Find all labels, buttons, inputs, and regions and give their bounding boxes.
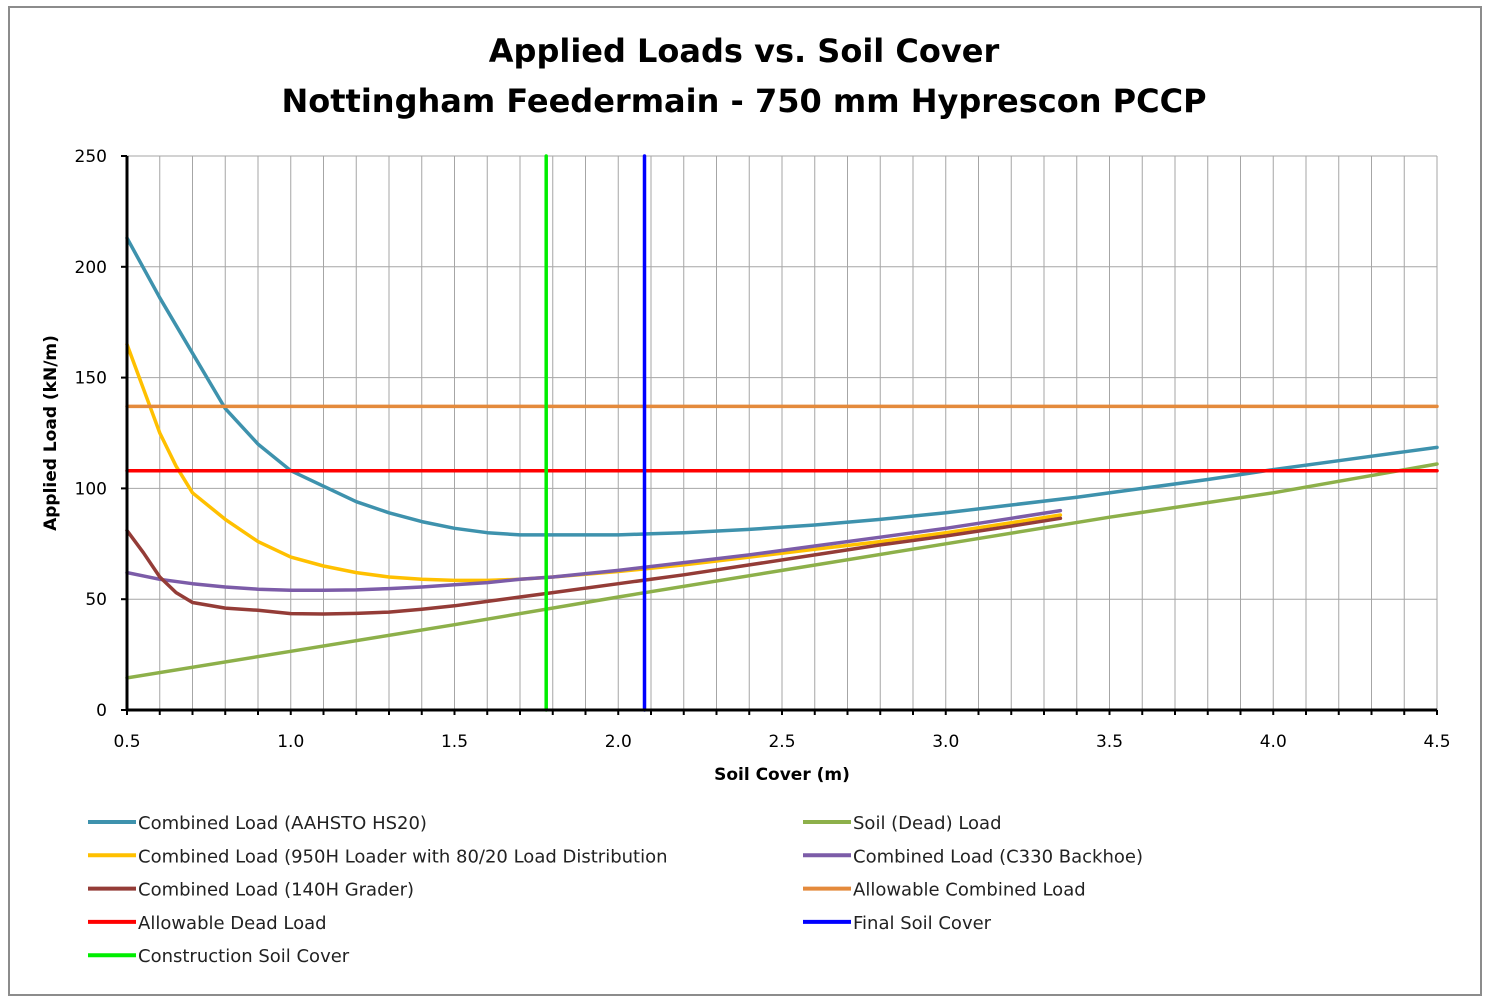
legend-item: Allowable Combined Load	[803, 880, 1086, 901]
x-tick-label: 1.5	[441, 732, 468, 752]
x-tick-label: 3.0	[932, 732, 959, 752]
legend-item: Final Soil Cover	[803, 913, 992, 934]
legend-label: Construction Soil Cover	[138, 946, 350, 967]
x-tick-label: 0.5	[113, 732, 140, 752]
chart-frame	[8, 6, 1482, 996]
series-line-2	[125, 462, 1439, 680]
chart-subtitle: Nottingham Feedermain - 750 mm Hyprescon…	[281, 82, 1206, 120]
legend-item: Combined Load (C330 Backhoe)	[803, 846, 1143, 867]
y-tick-label: 50	[85, 590, 107, 610]
legend-label: Allowable Dead Load	[138, 913, 327, 934]
legend-label: Combined Load (AAHSTO HS20)	[138, 813, 427, 834]
legend-item: Construction Soil Cover	[88, 946, 350, 967]
x-tick-label: 4.0	[1260, 732, 1287, 752]
legend-item: Combined Load (AAHSTO HS20)	[88, 813, 427, 834]
axes	[121, 155, 1438, 715]
legend-label: Allowable Combined Load	[853, 880, 1086, 901]
legend-label: Soil (Dead) Load	[853, 813, 1002, 834]
grid	[126, 155, 1438, 711]
y-tick-label: 0	[96, 701, 107, 721]
series-line-3	[125, 342, 1063, 583]
legend-item: Allowable Dead Load	[88, 913, 327, 934]
x-tick-label: 3.5	[1096, 732, 1123, 752]
legend-item: Soil (Dead) Load	[803, 813, 1002, 834]
x-tick-label: 1.0	[277, 732, 304, 752]
y-tick-label: 150	[75, 369, 107, 389]
series-line-4	[125, 508, 1063, 593]
legend-item: Combined Load (140H Grader)	[88, 880, 414, 901]
y-axis-label: Applied Load (kN/m)	[41, 335, 61, 531]
plot-series	[125, 154, 1439, 712]
legend-label: Combined Load (C330 Backhoe)	[853, 846, 1143, 867]
legend-item: Combined Load (950H Loader with 80/20 Lo…	[88, 846, 668, 867]
legend-label: Combined Load (140H Grader)	[138, 880, 414, 901]
x-tick-label: 2.5	[768, 732, 795, 752]
x-tick-label: 4.5	[1423, 732, 1450, 752]
series-line-5	[125, 516, 1063, 616]
series-line-1	[125, 236, 1439, 537]
tick-labels: 0 50 100 150 200 250 0.5 1.0 1.5 2.0 2.5 3.0 3.5 4.0 4…	[75, 147, 1451, 752]
y-tick-label: 100	[75, 479, 107, 499]
chart-title: Applied Loads vs. Soil Cover	[489, 32, 1000, 70]
legend-label: Combined Load (950H Loader with 80/20 Lo…	[138, 846, 668, 867]
legend-label: Final Soil Cover	[853, 913, 992, 934]
y-tick-label: 200	[75, 258, 107, 278]
y-tick-label: 250	[75, 147, 107, 167]
legend: Combined Load (AAHSTO HS20) Soil (Dead) L…	[88, 813, 1143, 967]
x-axis-label: Soil Cover (m)	[714, 765, 850, 785]
x-tick-label: 2.0	[605, 732, 632, 752]
